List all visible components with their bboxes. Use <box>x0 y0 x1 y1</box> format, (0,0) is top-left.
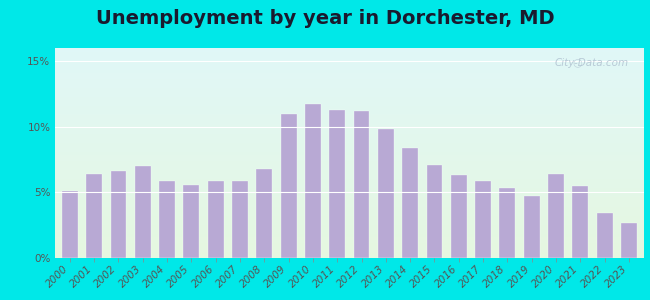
Bar <box>597 213 612 258</box>
Text: Unemployment by year in Dorchester, MD: Unemployment by year in Dorchester, MD <box>96 9 554 28</box>
Bar <box>183 184 200 258</box>
Bar <box>62 191 78 258</box>
Bar <box>159 181 175 258</box>
Bar <box>135 166 151 258</box>
Bar <box>232 181 248 258</box>
Bar <box>256 169 272 258</box>
Bar <box>354 111 369 258</box>
Bar <box>305 104 321 258</box>
Bar <box>281 114 296 258</box>
Text: ○: ○ <box>572 58 582 68</box>
Bar <box>208 181 224 258</box>
Bar <box>426 165 443 258</box>
Bar <box>499 188 515 258</box>
Bar <box>402 148 418 258</box>
Bar <box>111 171 126 258</box>
Text: City-Data.com: City-Data.com <box>554 58 629 68</box>
Bar <box>451 175 467 258</box>
Bar <box>573 186 588 258</box>
Bar <box>475 181 491 258</box>
Bar <box>330 110 345 258</box>
Bar <box>524 196 539 258</box>
Bar <box>621 223 637 258</box>
Bar <box>86 174 102 258</box>
Bar <box>548 174 564 258</box>
Bar <box>378 129 394 258</box>
